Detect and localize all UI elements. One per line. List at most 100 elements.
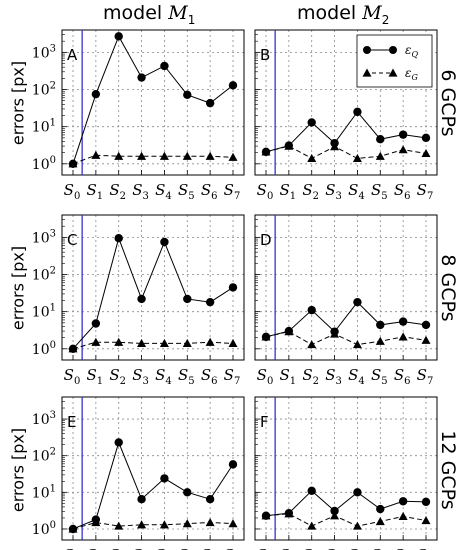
panel-F: S0 S1 S2 S3 S4 S5 S6 S7 F bbox=[254, 396, 438, 550]
x-tick-label: S3 bbox=[132, 546, 149, 550]
series-line-eg bbox=[72, 522, 234, 530]
point-eq bbox=[376, 504, 385, 514]
panel-label: C bbox=[67, 231, 77, 249]
point-eg bbox=[330, 329, 340, 338]
point-eq bbox=[205, 297, 215, 307]
x-tick-label: S1 bbox=[280, 546, 297, 550]
x-tick-label: S1 bbox=[87, 366, 104, 387]
y-tick-label: 100 bbox=[32, 155, 56, 173]
x-tick-label: S2 bbox=[109, 366, 126, 387]
x-tick-label: S7 bbox=[224, 546, 241, 550]
point-eq bbox=[421, 320, 431, 330]
point-eq bbox=[91, 89, 101, 99]
point-eg bbox=[68, 344, 78, 353]
x-tick-label: S0 bbox=[64, 366, 81, 387]
x-tick-label: S2 bbox=[109, 181, 126, 202]
x-tick-label: S7 bbox=[417, 366, 434, 387]
legend-marker-circle bbox=[363, 46, 371, 54]
point-eg bbox=[421, 516, 431, 525]
point-eg bbox=[330, 142, 340, 151]
x-tick-label: S0 bbox=[257, 546, 274, 550]
point-eg bbox=[114, 337, 124, 346]
axes-frame bbox=[61, 396, 245, 541]
point-eg bbox=[352, 153, 362, 162]
x-tick-label: S1 bbox=[87, 181, 104, 202]
y-tick-label: 102 bbox=[32, 266, 56, 284]
x-tick-label: S5 bbox=[178, 546, 195, 550]
point-eq bbox=[398, 130, 408, 139]
series-line-eg bbox=[265, 145, 427, 159]
panel-label: F bbox=[260, 413, 269, 431]
x-tick-label: S0 bbox=[257, 181, 274, 202]
point-eg bbox=[182, 519, 192, 528]
x-tick-label: S3 bbox=[325, 181, 342, 202]
point-eq bbox=[183, 488, 192, 497]
axes-frame bbox=[254, 396, 438, 541]
x-tick-label: S0 bbox=[257, 366, 274, 387]
point-eg bbox=[68, 159, 78, 168]
column-title-model-1: model M1 bbox=[103, 2, 196, 27]
point-eq bbox=[183, 90, 192, 100]
x-tick-label: S4 bbox=[155, 366, 172, 387]
x-tick-label: S1 bbox=[280, 181, 297, 202]
point-eq bbox=[376, 134, 385, 144]
x-tick-label: S4 bbox=[155, 546, 172, 550]
axes-frame bbox=[61, 214, 245, 361]
x-tick-label: S5 bbox=[178, 181, 195, 202]
x-tick-label: S1 bbox=[87, 546, 104, 550]
point-eq bbox=[205, 98, 215, 108]
point-eq bbox=[421, 133, 431, 143]
x-tick-label: S4 bbox=[348, 181, 365, 202]
point-eq bbox=[114, 32, 123, 41]
x-tick-label: S6 bbox=[394, 181, 411, 202]
point-eq bbox=[183, 294, 192, 304]
axes-frame bbox=[254, 29, 438, 176]
point-eg bbox=[352, 521, 362, 530]
point-eg bbox=[375, 336, 385, 345]
x-tick-label: S6 bbox=[394, 366, 411, 387]
point-eg bbox=[261, 332, 271, 341]
x-tick-label: S6 bbox=[201, 366, 218, 387]
point-eg bbox=[91, 150, 101, 159]
x-tick-label: S5 bbox=[178, 366, 195, 387]
legend-marker-triangle bbox=[362, 68, 372, 77]
point-eq bbox=[228, 283, 238, 292]
x-tick-label: S6 bbox=[201, 546, 218, 550]
x-tick-label: S2 bbox=[302, 366, 319, 387]
x-tick-label: S4 bbox=[348, 366, 365, 387]
x-tick-label: S3 bbox=[325, 366, 342, 387]
x-tick-label: S6 bbox=[201, 181, 218, 202]
point-eq bbox=[137, 494, 146, 504]
x-tick-label: S3 bbox=[325, 546, 342, 550]
point-eq bbox=[137, 294, 146, 304]
point-eq bbox=[353, 488, 362, 497]
x-tick-label: S7 bbox=[417, 181, 434, 202]
series-line-eg bbox=[72, 341, 234, 350]
point-eg bbox=[398, 145, 408, 154]
point-eq bbox=[330, 506, 339, 516]
point-eq bbox=[228, 81, 238, 90]
x-tick-label: S5 bbox=[371, 546, 388, 550]
panel-D: S0 S1 S2 S3 S4 S5 S6 S7 D bbox=[254, 214, 438, 387]
column-title-model-2: model M2 bbox=[297, 2, 390, 27]
point-eq bbox=[160, 237, 169, 247]
point-eg bbox=[205, 518, 215, 527]
y-tick-label: 100 bbox=[32, 520, 56, 538]
point-eq bbox=[137, 73, 146, 82]
y-tick-label: 103 bbox=[32, 228, 56, 246]
legend-box bbox=[356, 34, 433, 88]
point-eg bbox=[421, 335, 431, 344]
axes-frame bbox=[61, 29, 245, 176]
y-tick-label: 100 bbox=[32, 340, 56, 358]
point-eg bbox=[284, 141, 294, 150]
x-tick-label: S5 bbox=[371, 366, 388, 387]
point-eq bbox=[307, 118, 316, 127]
point-eg bbox=[284, 327, 294, 336]
point-eq bbox=[91, 319, 101, 328]
x-tick-label: S2 bbox=[302, 546, 319, 550]
panel-A: 100 101 102 103 S0 S1 S2 S3 S4 S5 S6 S7 A bbox=[32, 29, 245, 202]
point-eg bbox=[91, 337, 101, 346]
point-eg bbox=[137, 151, 147, 160]
